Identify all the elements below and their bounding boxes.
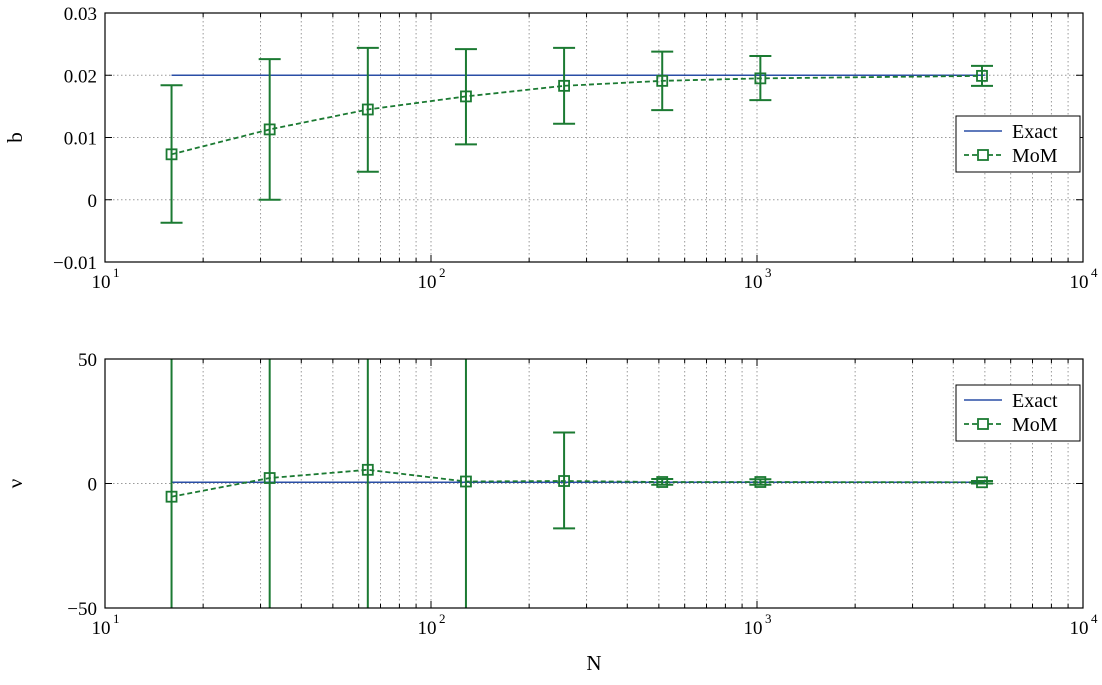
y-tick-label: −0.01 <box>53 253 97 274</box>
mom-marker <box>361 463 374 476</box>
mom-marker <box>460 475 472 488</box>
x-tick-label: 10 <box>92 272 111 293</box>
mom-line <box>171 468 983 498</box>
legend-marker-mom <box>977 149 989 161</box>
x-axis-label: N <box>586 651 601 675</box>
mom-marker <box>656 74 669 87</box>
mom-marker <box>263 123 276 136</box>
legend-item-exact: Exact <box>964 121 1058 143</box>
x-tick-label-exponent: 3 <box>765 611 772 626</box>
x-tick-label: 10 <box>418 618 437 639</box>
mom-line <box>171 74 983 156</box>
legend-label: Exact <box>1012 390 1058 412</box>
mom-marker <box>558 475 570 487</box>
plot-area <box>160 46 994 224</box>
x-tick-label: 10 <box>1070 618 1089 639</box>
y-tick-label: 0 <box>88 191 98 212</box>
legend-item-exact: Exact <box>964 390 1058 412</box>
y-tick-label: 0.03 <box>64 4 97 25</box>
mom-marker <box>263 472 276 484</box>
mom-marker <box>165 148 178 161</box>
mom-marker <box>165 490 178 503</box>
mom-marker <box>656 476 669 488</box>
x-tick-label-exponent: 3 <box>765 265 772 280</box>
y-tick-label: 0 <box>88 475 98 496</box>
series-mom <box>165 359 994 608</box>
legend-marker-mom <box>977 418 989 430</box>
x-tick-label: 10 <box>744 272 763 293</box>
y-tick-label: 0.02 <box>64 66 97 87</box>
x-tick-label-exponent: 2 <box>439 611 446 626</box>
mom-marker <box>558 79 570 92</box>
axes-box <box>104 12 1084 263</box>
legend-box <box>955 115 1081 173</box>
legend-label: MoM <box>1012 145 1058 167</box>
legend-item-mom: MoM <box>964 145 1058 167</box>
y-axis-label: ν <box>3 479 27 489</box>
legend-box <box>955 384 1081 442</box>
y-tick-label: 50 <box>78 350 97 371</box>
series-mom <box>160 46 994 224</box>
plot-area <box>165 359 994 608</box>
x-tick-label-exponent: 1 <box>113 265 120 280</box>
legend-label: MoM <box>1012 414 1058 436</box>
mom-marker <box>361 103 374 116</box>
grid <box>105 13 1083 262</box>
x-tick-label-exponent: 4 <box>1091 265 1098 280</box>
y-tick-label: 0.01 <box>64 129 97 150</box>
y-axis-label: b <box>3 132 27 143</box>
mom-marker <box>460 90 472 103</box>
mom-marker <box>976 69 988 82</box>
mom-marker <box>976 476 988 489</box>
legend-item-mom: MoM <box>964 414 1058 436</box>
x-tick-label: 10 <box>418 272 437 293</box>
axes-box <box>104 358 1084 609</box>
mom-marker <box>754 72 767 85</box>
grid <box>105 359 1083 608</box>
x-tick-label: 10 <box>1070 272 1089 293</box>
x-tick-label-exponent: 4 <box>1091 611 1098 626</box>
x-tick-label-exponent: 2 <box>439 265 446 280</box>
x-tick-label: 10 <box>744 618 763 639</box>
mom-marker <box>754 476 767 488</box>
x-tick-label: 10 <box>92 618 111 639</box>
legend-label: Exact <box>1012 121 1058 143</box>
x-tick-label-exponent: 1 <box>113 611 120 626</box>
y-tick-label: −50 <box>67 599 97 620</box>
